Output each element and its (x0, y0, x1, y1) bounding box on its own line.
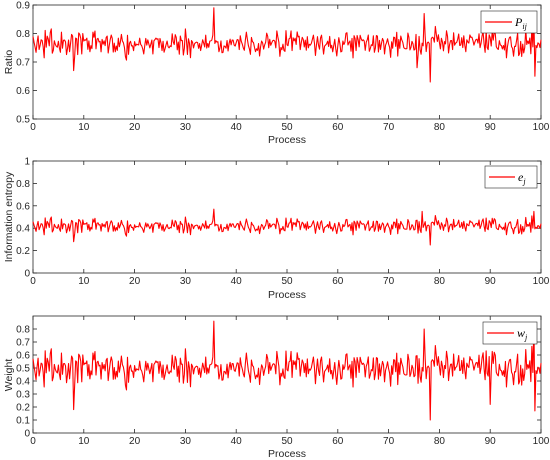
x-tick-label: 60 (332, 436, 344, 447)
y-tick-label: 0.4 (16, 377, 30, 388)
x-tick-label: 40 (231, 276, 243, 287)
x-tick-label: 40 (231, 122, 243, 133)
x-tick-label: 50 (281, 436, 293, 447)
x-tick-label: 80 (434, 122, 446, 133)
y-tick-label: 0.5 (16, 115, 30, 126)
x-tick-label: 10 (78, 122, 90, 133)
x-tick-label: 60 (332, 276, 344, 287)
legend: Pij (480, 10, 538, 34)
x-tick-label: 50 (281, 122, 293, 133)
y-tick-label: 0.7 (16, 338, 30, 349)
y-tick-label: 0.1 (16, 416, 30, 427)
y-tick-label: 0.8 (16, 29, 30, 40)
series-line (32, 7, 542, 83)
panel-ratio: Process Ratio 0 10 20 30 40 50 60 70 80 90 100 0.5 0… (3, 1, 550, 147)
y-tick-label: 0 (24, 429, 30, 440)
y-tick-label: 0.2 (16, 403, 30, 414)
x-tick-label: 0 (30, 436, 36, 447)
legend-label: Pij (514, 15, 528, 31)
plot-area (32, 4, 542, 120)
x-tick-label: 100 (533, 276, 550, 287)
x-tick-label: 90 (485, 436, 497, 447)
y-tick-label: 0.8 (16, 325, 30, 336)
x-tick-label: 70 (383, 276, 395, 287)
x-tick-label: 10 (78, 276, 90, 287)
x-tick-label: 80 (434, 276, 446, 287)
x-tick-label: 0 (30, 122, 36, 133)
legend: wj (482, 321, 538, 345)
x-tick-label: 60 (332, 122, 344, 133)
x-tick-label: 30 (180, 122, 192, 133)
x-tick-label: 80 (434, 436, 446, 447)
x-tick-label: 10 (78, 436, 90, 447)
x-tick-label: 40 (231, 436, 243, 447)
panel-weight: Process Weight 0 10 20 30 40 50 60 70 80 90 10000.… (3, 315, 550, 460)
y-tick-label: 0.8 (16, 179, 30, 190)
y-axis-label: Ratio (3, 50, 15, 75)
x-tick-label: 30 (180, 276, 192, 287)
y-tick-label: 0.3 (16, 390, 30, 401)
x-axis-label: Process (268, 134, 306, 146)
y-tick-label: 0.4 (16, 224, 30, 235)
y-tick-label: 0.5 (16, 364, 30, 375)
series-line (32, 208, 542, 246)
series-line (32, 320, 542, 421)
x-tick-label: 0 (30, 276, 36, 287)
x-tick-label: 90 (485, 276, 497, 287)
y-axis-label: Information entropy (3, 171, 15, 262)
x-axis-label: Process (268, 448, 306, 460)
x-tick-label: 100 (533, 436, 550, 447)
y-tick-label: 1 (24, 157, 30, 168)
plot-area (32, 160, 542, 274)
y-tick-label: 0.6 (16, 201, 30, 212)
x-tick-label: 20 (129, 276, 141, 287)
legend-label: ej (518, 170, 526, 186)
y-tick-label: 0.9 (16, 1, 30, 12)
y-axis-label: Weight (3, 359, 15, 392)
y-tick-label: 0.2 (16, 246, 30, 257)
y-tick-label: 0.6 (16, 86, 30, 97)
x-tick-label: 30 (180, 436, 192, 447)
x-tick-label: 20 (129, 436, 141, 447)
y-tick-label: 0 (24, 269, 30, 280)
x-tick-label: 70 (383, 122, 395, 133)
x-tick-label: 90 (485, 122, 497, 133)
x-tick-label: 100 (533, 122, 550, 133)
legend-label: wj (517, 326, 528, 342)
y-tick-label: 0.7 (16, 58, 30, 69)
x-tick-label: 70 (383, 436, 395, 447)
legend: ej (484, 165, 538, 189)
x-axis-label: Process (268, 289, 306, 301)
x-tick-label: 50 (281, 276, 293, 287)
panel-information-entropy: Process Information entropy 0 10 20 30 40 50 6… (3, 157, 550, 302)
y-tick-label: 0.6 (16, 351, 30, 362)
x-tick-label: 20 (129, 122, 141, 133)
